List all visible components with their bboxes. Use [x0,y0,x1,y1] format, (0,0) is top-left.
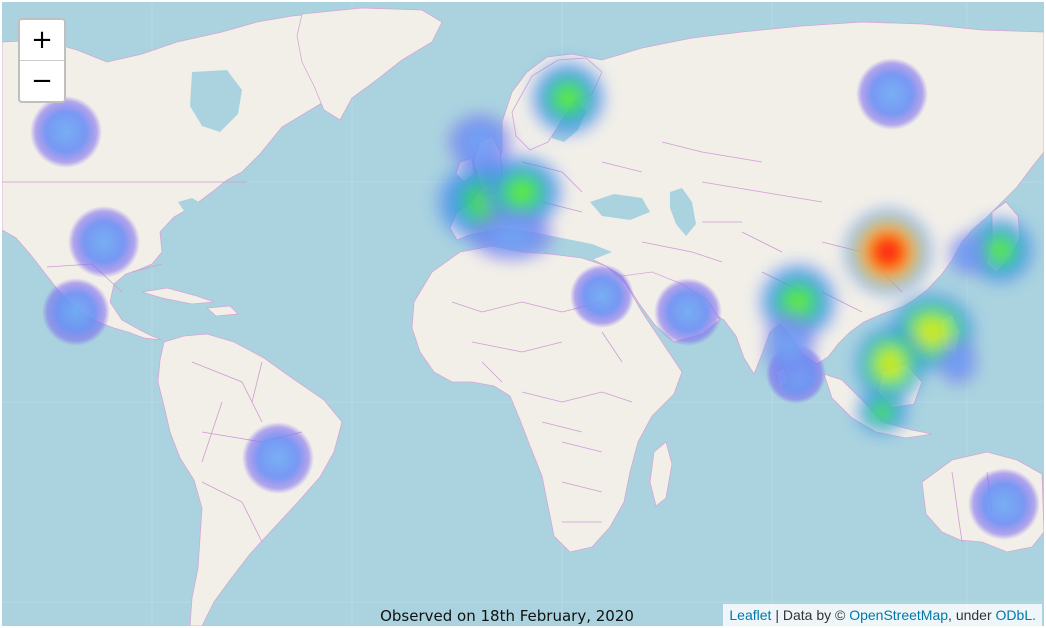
attribution-separator: | Data by © [771,607,850,623]
zoom-out-button[interactable]: − [31,66,53,96]
heat-cluster-southeast-asia [854,292,978,436]
attribution-under-text: , under [948,607,996,623]
heat-spot-egypt [570,264,634,328]
zoom-control: + − [18,18,66,103]
heat-cluster-scandinavia [528,58,608,138]
heat-hotspot-china [844,208,932,296]
heat-spot-eastern-us [68,206,140,278]
heat-cluster-europe [432,112,566,262]
heat-spot-mexico [42,278,110,346]
landmass-hispaniola [206,305,239,317]
zoom-in-button[interactable]: + [20,20,64,61]
hudson-bay [190,70,242,132]
leaflet-link[interactable]: Leaflet [729,607,772,623]
heat-spot-brazil [242,422,314,494]
black-sea [590,194,650,220]
map-attribution: Leaflet | Data by © OpenStreetMap, under… [723,604,1042,626]
heat-spot-australia [968,468,1040,540]
heat-spot-russia-east [856,58,928,130]
landmass-greenland [296,7,443,121]
landmass-sumatra-java [823,373,933,439]
openstreetmap-link[interactable]: OpenStreetMap [849,607,949,623]
heat-cluster-india [756,260,840,382]
landmass-cuba [141,287,215,305]
heat-spot-gulf [654,278,722,346]
great-lakes [178,198,218,214]
odbl-license-link[interactable]: ODbL. [995,607,1036,623]
landmass-madagascar [649,441,673,507]
heat-spot-western-canada [30,96,102,168]
heat-cluster-japan-korea [948,214,1036,286]
caspian-sea [670,188,696,236]
observation-date-caption: Observed on 18th February, 2020 [380,607,634,625]
